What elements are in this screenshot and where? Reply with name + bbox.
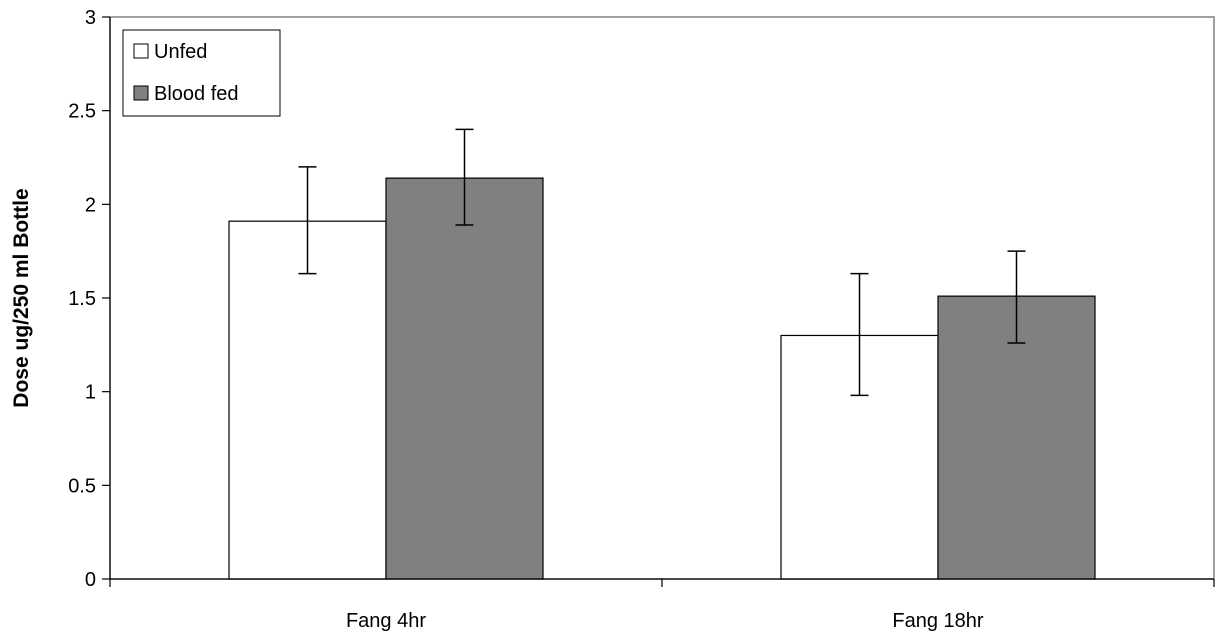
legend-swatch-blood-fed: [133, 85, 149, 101]
legend: Unfed Blood fed: [122, 29, 281, 117]
x-category-label: Fang 4hr: [346, 610, 426, 632]
error-bar: [298, 166, 317, 275]
error-bar: [455, 128, 474, 226]
legend-label-unfed: Unfed: [154, 41, 207, 63]
error-bar: [850, 272, 869, 397]
y-tick-label: 0: [85, 569, 96, 591]
y-tick-label: 1.5: [68, 288, 96, 310]
y-axis-ticks: [102, 16, 110, 580]
bar-unfed-0: [228, 220, 387, 580]
bar-blood-fed-0: [385, 177, 544, 580]
legend-swatch-unfed: [133, 43, 149, 59]
x-axis-category-labels: Fang 4hr Fang 18hr: [346, 610, 984, 632]
y-tick-label: 2: [85, 194, 96, 216]
y-tick-label: 2.5: [68, 101, 96, 123]
error-bars: [298, 128, 1026, 397]
y-tick-label: 3: [85, 7, 96, 29]
y-axis-title: Dose ug/250 ml Bottle: [10, 188, 33, 407]
y-tick-label: 1: [85, 382, 96, 404]
y-axis-tick-labels: 0 0.5 1 1.5 2 2.5 3: [68, 7, 96, 591]
y-tick-label: 0.5: [68, 475, 96, 497]
legend-box: [122, 29, 281, 117]
legend-label-blood-fed: Blood fed: [154, 83, 239, 105]
error-bar: [1007, 250, 1026, 344]
x-axis-ticks: [109, 579, 1215, 587]
x-category-label: Fang 18hr: [892, 610, 984, 632]
